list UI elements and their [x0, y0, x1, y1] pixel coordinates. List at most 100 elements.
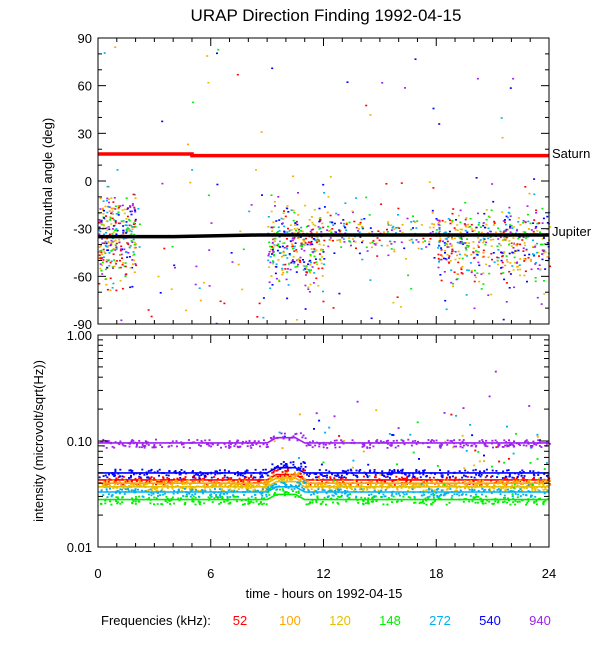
azimuth-point	[369, 227, 372, 229]
intensity-point-100	[264, 487, 267, 489]
azimuth-point	[416, 220, 419, 222]
azimuth-point	[129, 267, 132, 269]
intensity-y-tick-label: 1.00	[67, 328, 92, 343]
azimuth-point	[309, 259, 312, 262]
intensity-point-100	[233, 484, 236, 487]
intensity-point-940	[280, 432, 283, 435]
intensity-point-272	[202, 492, 204, 495]
azimuth-point	[465, 248, 468, 251]
intensity-point-120	[270, 476, 273, 479]
azimuth-point	[124, 262, 127, 264]
intensity-point-940	[403, 443, 406, 446]
azimuth-point	[288, 253, 291, 255]
intensity-point-540	[273, 466, 276, 469]
intensity-point-272	[436, 494, 439, 497]
azimuth-point	[134, 220, 137, 222]
intensity-point-540	[254, 468, 257, 471]
azimuth-point	[292, 219, 295, 222]
azimuth-point	[501, 239, 504, 242]
azimuth-point	[428, 181, 431, 183]
intensity-point-940	[141, 444, 144, 446]
azimuth-point	[505, 282, 508, 284]
intensity-point-940	[369, 446, 371, 449]
intensity-point-272	[116, 489, 119, 492]
intensity-point-272	[215, 494, 218, 496]
azimuth-point	[127, 228, 130, 231]
azimuth-point	[396, 226, 399, 229]
intensity-point-148	[445, 503, 448, 506]
intensity-point-100	[295, 474, 297, 476]
intensity-point-120	[121, 484, 124, 487]
azimuth-point	[121, 287, 124, 290]
azimuth-point	[478, 264, 481, 267]
azimuth-point	[522, 236, 525, 238]
azimuth-point	[460, 268, 463, 271]
azimuth-point	[477, 261, 480, 264]
azimuth-point	[111, 210, 114, 213]
intensity-point-540	[193, 474, 196, 477]
intensity-point-272	[261, 492, 264, 495]
azimuth-point	[107, 240, 110, 243]
azimuth-point	[104, 244, 107, 247]
intensity-point-148	[254, 497, 257, 499]
intensity-point-940	[305, 444, 308, 447]
intensity-point-272	[536, 433, 539, 436]
azimuth-point	[464, 242, 467, 244]
azimuth-point	[534, 244, 537, 247]
intensity-point-940	[181, 443, 183, 446]
intensity-point-272	[303, 482, 306, 484]
azimuth-point	[362, 240, 365, 242]
azimuth-point	[466, 231, 469, 234]
intensity-point-540	[165, 474, 168, 477]
intensity-point-540	[302, 468, 305, 470]
azimuth-point	[476, 77, 479, 80]
azimuth-point	[191, 169, 194, 171]
azimuth-point	[392, 225, 395, 228]
azimuth-point	[98, 251, 101, 253]
azimuth-point	[358, 228, 360, 230]
intensity-point-940	[438, 444, 441, 447]
intensity-point-100	[341, 479, 344, 482]
azimuth-point	[117, 207, 120, 210]
azimuth-point	[497, 249, 500, 251]
intensity-point-148	[183, 503, 186, 505]
intensity-point-148	[194, 503, 197, 506]
intensity-point-100	[516, 484, 519, 487]
intensity-point-940	[205, 443, 208, 445]
azimuth-point	[415, 239, 418, 241]
intensity-point-148	[192, 495, 195, 498]
intensity-point-148	[407, 496, 410, 498]
azimuth-point	[314, 258, 317, 260]
intensity-point-940	[295, 432, 298, 435]
azimuth-point	[411, 240, 414, 243]
azimuth-point	[208, 285, 211, 287]
intensity-point-540	[106, 476, 109, 479]
azimuth-point	[517, 221, 520, 223]
legend-item-540: 540	[479, 613, 501, 628]
intensity-point-540	[441, 476, 444, 478]
azimuth-point	[110, 197, 113, 199]
intensity-point-540	[264, 468, 267, 471]
azimuth-point	[445, 242, 448, 245]
azimuth-point	[131, 263, 134, 265]
intensity-point-940	[539, 439, 541, 441]
azimuth-point	[275, 263, 278, 265]
intensity-point-540	[496, 476, 499, 478]
azimuth-point	[295, 249, 298, 251]
intensity-point-272	[201, 489, 204, 491]
azimuth-point	[533, 219, 536, 221]
intensity-point-940	[198, 444, 200, 446]
intensity-point-148	[450, 497, 453, 499]
azimuth-point	[400, 241, 403, 244]
intensity-point-940	[216, 444, 219, 446]
intensity-point-148	[496, 501, 499, 504]
intensity-point-540	[441, 474, 444, 477]
intensity-point-100	[390, 484, 393, 487]
intensity-point-100	[548, 484, 551, 486]
azimuth-point	[517, 237, 520, 240]
intensity-point-120	[400, 487, 403, 489]
intensity-point-52	[184, 476, 187, 478]
intensity-point-120	[389, 482, 392, 485]
intensity-point-940	[533, 443, 536, 445]
intensity-point-148	[255, 500, 258, 503]
